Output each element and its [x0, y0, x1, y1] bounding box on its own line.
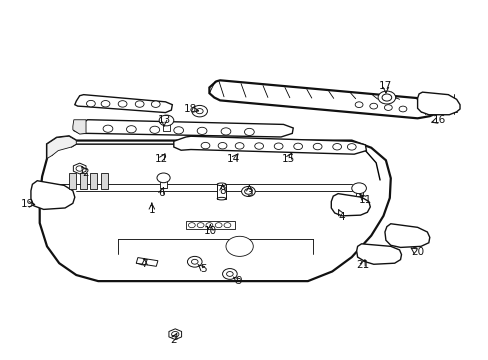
Bar [90, 173, 97, 189]
Polygon shape [75, 95, 172, 113]
Circle shape [197, 127, 206, 134]
Circle shape [241, 186, 255, 197]
Text: 20: 20 [410, 247, 423, 257]
Ellipse shape [217, 183, 225, 186]
Circle shape [150, 126, 159, 134]
Bar [185, 221, 234, 229]
Text: 15: 15 [281, 154, 294, 164]
Polygon shape [168, 329, 181, 339]
Bar [217, 184, 225, 199]
Polygon shape [356, 244, 401, 264]
Polygon shape [173, 136, 366, 154]
Text: 17: 17 [379, 81, 392, 91]
Polygon shape [74, 120, 293, 137]
Text: 14: 14 [227, 154, 240, 164]
Circle shape [384, 105, 391, 111]
Circle shape [215, 223, 222, 228]
Circle shape [224, 223, 230, 228]
Circle shape [118, 101, 127, 107]
Polygon shape [384, 224, 429, 247]
Circle shape [218, 143, 226, 149]
Text: 2: 2 [170, 334, 177, 345]
Circle shape [157, 173, 170, 183]
Circle shape [221, 128, 230, 135]
Circle shape [126, 126, 136, 133]
Circle shape [381, 94, 391, 101]
Polygon shape [73, 163, 86, 174]
Circle shape [187, 256, 202, 267]
Circle shape [205, 223, 212, 228]
Text: 12: 12 [155, 154, 168, 164]
Circle shape [188, 223, 195, 228]
Circle shape [254, 143, 263, 149]
Polygon shape [209, 80, 435, 118]
Circle shape [398, 106, 406, 112]
Text: 13: 13 [157, 115, 170, 125]
Circle shape [197, 223, 203, 228]
Text: 11: 11 [358, 195, 371, 205]
Text: 5: 5 [199, 264, 206, 274]
Circle shape [135, 101, 144, 107]
Polygon shape [330, 194, 369, 216]
Circle shape [346, 144, 355, 150]
Circle shape [332, 144, 341, 150]
Circle shape [225, 236, 253, 256]
Circle shape [151, 101, 160, 107]
Circle shape [159, 115, 173, 126]
Circle shape [222, 269, 237, 279]
Circle shape [351, 183, 366, 194]
Text: 1: 1 [148, 206, 155, 216]
Ellipse shape [217, 197, 225, 200]
Circle shape [191, 259, 198, 264]
Polygon shape [47, 136, 76, 158]
Text: 3: 3 [245, 188, 252, 198]
Circle shape [196, 109, 203, 114]
Circle shape [76, 166, 83, 171]
Text: 18: 18 [184, 104, 197, 114]
Polygon shape [73, 120, 86, 134]
Text: 6: 6 [158, 188, 164, 198]
Text: 2: 2 [82, 168, 89, 178]
Circle shape [354, 102, 362, 108]
Bar [136, 258, 158, 266]
Text: 16: 16 [432, 115, 445, 125]
Text: 8: 8 [219, 186, 225, 196]
Bar [101, 173, 108, 189]
Bar [160, 178, 166, 188]
Circle shape [103, 125, 113, 132]
Polygon shape [417, 92, 459, 115]
Circle shape [226, 271, 233, 276]
Circle shape [173, 127, 183, 134]
Text: 10: 10 [203, 226, 217, 236]
Text: 4: 4 [338, 212, 345, 221]
Circle shape [293, 143, 302, 150]
Circle shape [244, 189, 252, 194]
Circle shape [201, 142, 209, 149]
Circle shape [369, 103, 377, 109]
Bar [355, 188, 362, 196]
Text: 19: 19 [21, 199, 34, 210]
Bar [69, 173, 76, 189]
Circle shape [244, 129, 254, 135]
Polygon shape [31, 181, 75, 210]
Text: 9: 9 [235, 276, 242, 286]
Circle shape [86, 100, 95, 107]
Polygon shape [40, 136, 390, 281]
Circle shape [171, 332, 179, 337]
Circle shape [191, 105, 207, 117]
Text: 7: 7 [141, 259, 147, 269]
Circle shape [313, 143, 322, 150]
Bar [163, 121, 169, 131]
Circle shape [235, 143, 244, 149]
Bar [80, 173, 86, 189]
Text: 21: 21 [355, 260, 368, 270]
Circle shape [377, 91, 395, 104]
Circle shape [101, 100, 110, 107]
Circle shape [274, 143, 283, 149]
